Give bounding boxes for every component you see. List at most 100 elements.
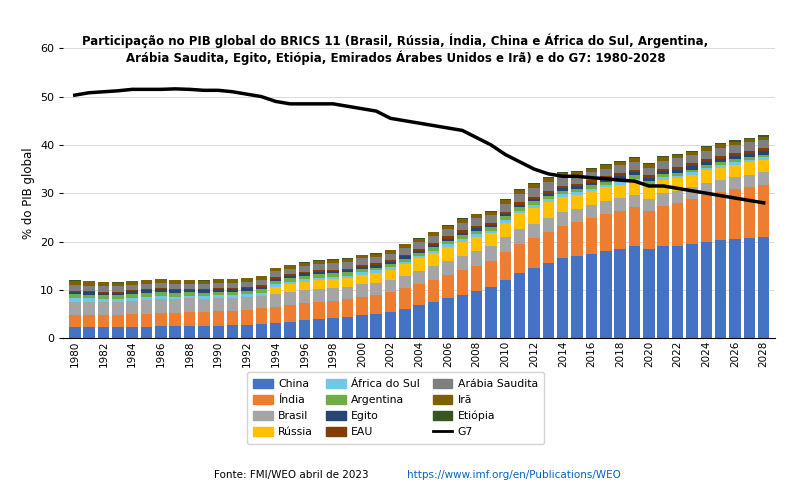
Bar	[199, 281, 210, 284]
Bar	[672, 170, 683, 173]
Bar	[643, 249, 655, 338]
Bar	[69, 302, 81, 315]
Bar	[571, 209, 583, 222]
Bar	[313, 264, 324, 270]
Bar	[428, 243, 439, 245]
Bar	[83, 298, 95, 302]
Bar	[428, 251, 439, 253]
Bar	[342, 278, 354, 287]
Bar	[686, 170, 698, 172]
Bar	[213, 326, 224, 338]
Bar	[213, 283, 224, 288]
Bar	[715, 144, 726, 148]
Bar	[744, 157, 755, 160]
Bar	[543, 263, 554, 338]
Bar	[729, 189, 740, 239]
Bar	[241, 287, 253, 288]
Bar	[629, 162, 640, 170]
Bar	[356, 284, 368, 297]
Bar	[758, 155, 770, 157]
Bar	[672, 203, 683, 246]
Bar	[672, 246, 683, 338]
Bar	[758, 137, 770, 140]
Bar	[557, 212, 569, 226]
Bar	[514, 190, 525, 194]
Bar	[442, 225, 454, 226]
Bar	[701, 159, 712, 162]
Bar	[141, 290, 152, 293]
Bar	[543, 199, 554, 202]
Bar	[270, 284, 282, 287]
Bar	[744, 139, 755, 142]
Bar	[83, 315, 95, 327]
Bar	[299, 282, 310, 290]
Bar	[528, 224, 539, 238]
Bar	[284, 269, 296, 274]
Bar	[715, 240, 726, 338]
Bar	[485, 246, 497, 261]
Bar	[127, 301, 138, 314]
Bar	[571, 192, 583, 195]
Bar	[414, 249, 425, 251]
Bar	[370, 268, 382, 270]
Bar	[686, 175, 698, 187]
Bar	[571, 171, 583, 172]
Bar	[557, 177, 569, 186]
Bar	[184, 312, 195, 326]
Bar	[500, 212, 511, 214]
Bar	[629, 170, 640, 172]
Bar	[284, 322, 296, 338]
Bar	[514, 244, 525, 273]
Bar	[127, 327, 138, 338]
Bar	[69, 315, 81, 327]
Bar	[112, 286, 123, 292]
Bar	[615, 173, 626, 176]
Bar	[557, 226, 569, 258]
Bar	[657, 174, 669, 177]
Bar	[255, 276, 267, 280]
Bar	[715, 180, 726, 192]
Bar	[686, 163, 698, 166]
Bar	[141, 327, 152, 338]
Bar	[600, 164, 611, 165]
Bar	[112, 315, 123, 327]
Bar	[701, 183, 712, 195]
Bar	[456, 233, 468, 235]
Bar	[557, 191, 569, 194]
Bar	[615, 211, 626, 249]
Bar	[729, 159, 740, 162]
Bar	[456, 239, 468, 242]
Bar	[485, 231, 497, 233]
Bar	[370, 254, 382, 257]
Bar	[514, 273, 525, 338]
Bar	[213, 289, 224, 292]
Bar	[758, 160, 770, 172]
Bar	[356, 272, 368, 275]
Bar	[241, 282, 253, 287]
Bar	[141, 284, 152, 289]
Bar	[141, 300, 152, 314]
Bar	[615, 249, 626, 338]
Bar	[83, 295, 95, 298]
Bar	[98, 302, 109, 315]
Bar	[715, 143, 726, 144]
Bar	[227, 288, 238, 289]
Bar	[112, 299, 123, 302]
Bar	[485, 211, 497, 212]
Bar	[184, 289, 195, 290]
Bar	[399, 248, 411, 255]
Bar	[672, 191, 683, 203]
Bar	[643, 211, 655, 249]
Bar	[69, 298, 81, 302]
Bar	[284, 276, 296, 278]
Bar	[83, 286, 95, 291]
Bar	[585, 168, 597, 169]
Bar	[342, 262, 354, 269]
Bar	[98, 299, 109, 302]
Bar	[543, 178, 554, 182]
Bar	[615, 182, 626, 185]
Bar	[98, 315, 109, 327]
Bar	[141, 293, 152, 297]
Bar	[255, 293, 267, 296]
Bar	[471, 291, 483, 338]
